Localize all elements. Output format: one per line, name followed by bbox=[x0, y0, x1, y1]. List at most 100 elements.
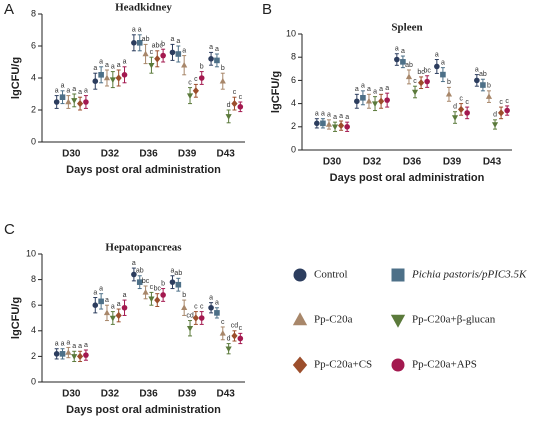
data-point bbox=[384, 97, 390, 103]
legend-marker bbox=[391, 268, 405, 282]
significance-letter: a bbox=[93, 289, 97, 296]
data-point bbox=[458, 105, 465, 114]
significance-letter: a bbox=[93, 65, 97, 72]
significance-letter: b bbox=[182, 292, 186, 299]
significance-letter: a bbox=[111, 63, 115, 70]
y-tick-label: 6 bbox=[31, 40, 36, 50]
y-tick-label: 4 bbox=[291, 98, 296, 108]
data-point bbox=[231, 99, 238, 108]
y-tick-label: 0 bbox=[31, 136, 36, 146]
significance-letter: a bbox=[339, 113, 343, 120]
significance-letter: a bbox=[171, 36, 175, 43]
significance-letter: a bbox=[132, 260, 136, 267]
data-point bbox=[160, 292, 166, 298]
legend-label: Pp-C20a+CS bbox=[314, 359, 372, 371]
significance-letter: a bbox=[395, 46, 399, 53]
significance-letter: a bbox=[182, 47, 186, 54]
legend-marker bbox=[292, 356, 308, 374]
data-point bbox=[83, 99, 89, 105]
significance-letter: a bbox=[117, 62, 121, 69]
data-point bbox=[451, 115, 459, 121]
panel-label: A bbox=[4, 1, 14, 18]
data-point bbox=[160, 52, 166, 59]
significance-letter: a bbox=[367, 86, 371, 93]
data-point bbox=[198, 75, 205, 81]
data-point bbox=[360, 95, 366, 101]
significance-letter: ab bbox=[479, 71, 487, 78]
data-point bbox=[464, 110, 470, 116]
significance-letter: a bbox=[379, 86, 383, 93]
legend-marker bbox=[391, 358, 405, 372]
data-point bbox=[186, 93, 194, 99]
data-point bbox=[136, 279, 143, 285]
y-axis-label: lgCFU/g bbox=[10, 57, 22, 99]
data-point bbox=[371, 101, 379, 107]
data-point bbox=[53, 351, 60, 357]
data-point bbox=[136, 40, 143, 46]
data-point bbox=[154, 296, 161, 304]
data-point bbox=[103, 74, 111, 81]
significance-letter: a bbox=[117, 301, 121, 308]
significance-letter: a bbox=[84, 342, 88, 349]
x-tick-label: D32 bbox=[101, 389, 120, 400]
significance-letter: a bbox=[321, 111, 325, 118]
data-point bbox=[485, 93, 493, 99]
data-point bbox=[121, 304, 128, 311]
legend-marker bbox=[390, 314, 406, 328]
data-point bbox=[504, 107, 510, 114]
significance-letter: a bbox=[209, 294, 213, 301]
significance-letter: c bbox=[150, 49, 154, 56]
data-point bbox=[121, 72, 128, 78]
significance-letter: a bbox=[441, 59, 445, 66]
significance-letter: ab bbox=[174, 270, 182, 277]
significance-letter: c bbox=[505, 98, 509, 105]
significance-letter: a bbox=[61, 341, 65, 348]
significance-letter: a bbox=[327, 112, 331, 119]
significance-letter: a bbox=[99, 286, 103, 293]
data-point bbox=[71, 354, 78, 360]
data-point bbox=[76, 352, 84, 361]
significance-letter: a bbox=[333, 114, 337, 121]
significance-letter: d bbox=[227, 102, 231, 109]
significance-letter: cd bbox=[186, 312, 194, 319]
y-tick-label: 2 bbox=[31, 104, 36, 114]
significance-letter: b bbox=[221, 65, 225, 72]
significance-letter: a bbox=[105, 62, 109, 69]
data-point bbox=[378, 97, 385, 105]
significance-letter: a bbox=[105, 297, 109, 304]
data-point bbox=[325, 121, 333, 127]
x-tick-label: D30 bbox=[62, 389, 81, 400]
data-point bbox=[115, 74, 122, 82]
significance-letter: a bbox=[176, 38, 180, 45]
significance-letter: a bbox=[315, 111, 319, 118]
significance-letter: d bbox=[493, 112, 497, 119]
panel-title: Spleen bbox=[391, 22, 422, 34]
significance-letter: a bbox=[123, 59, 127, 66]
data-point bbox=[198, 315, 205, 321]
data-point bbox=[83, 352, 89, 358]
significance-letter: a bbox=[345, 114, 349, 121]
x-tick-label: D36 bbox=[403, 157, 422, 168]
data-point bbox=[214, 57, 220, 64]
significance-letter: a bbox=[401, 48, 405, 55]
significance-letter: c bbox=[499, 99, 503, 106]
y-tick-label: 4 bbox=[31, 72, 36, 82]
data-point bbox=[192, 87, 199, 95]
legend-marker bbox=[293, 268, 307, 282]
significance-letter: a bbox=[66, 339, 70, 346]
data-point bbox=[231, 332, 238, 340]
legend-label: Pichia pastoris/pPIC3.5K bbox=[411, 269, 527, 281]
data-point bbox=[480, 82, 486, 88]
data-point bbox=[169, 49, 176, 56]
x-tick-label: D30 bbox=[323, 157, 342, 168]
data-point bbox=[142, 50, 149, 57]
data-point bbox=[53, 99, 60, 105]
significance-letter: c bbox=[200, 303, 204, 310]
significance-letter: c bbox=[459, 95, 463, 102]
significance-letter: a bbox=[209, 44, 213, 51]
x-tick-label: D36 bbox=[139, 389, 158, 400]
x-axis-label: Days post oral administration bbox=[330, 172, 485, 184]
data-point bbox=[344, 124, 350, 130]
legend-marker bbox=[292, 312, 308, 326]
significance-letter: a bbox=[78, 343, 82, 350]
